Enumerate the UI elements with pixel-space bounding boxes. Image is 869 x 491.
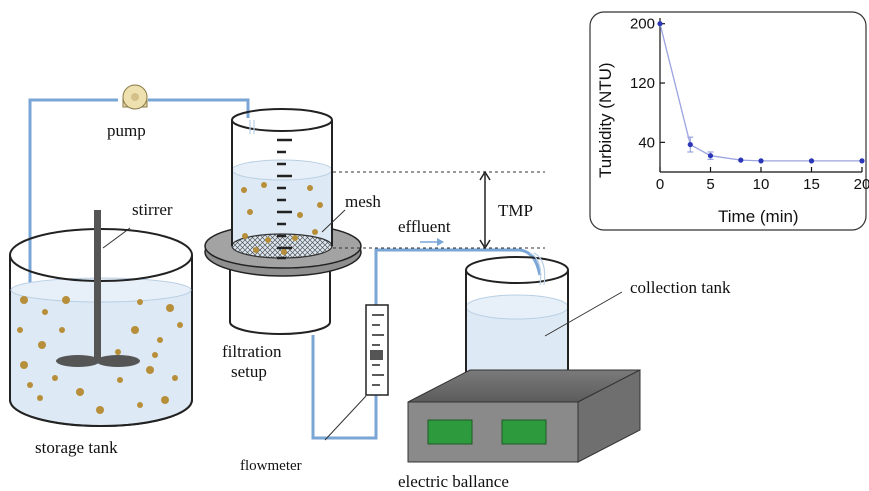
pump-label: pump xyxy=(107,121,146,140)
pump xyxy=(122,84,148,110)
x-tick-label: 15 xyxy=(803,176,820,193)
collection-tank-pointer xyxy=(544,291,623,337)
filtration-particles xyxy=(241,182,323,255)
x-tick-label: 20 xyxy=(854,176,869,193)
y-tick-label: 40 xyxy=(638,134,655,151)
data-point xyxy=(758,158,764,164)
filtration-label-line2: setup xyxy=(231,362,267,381)
tmp-indicator xyxy=(333,170,545,250)
stirrer-label: stirrer xyxy=(132,200,173,219)
outlet-pipe xyxy=(311,335,378,440)
filtration-label-line1: filtration xyxy=(222,342,282,361)
inlet-pipe-2 xyxy=(148,98,250,118)
data-point xyxy=(707,153,714,159)
balance-display-right xyxy=(501,419,547,445)
data-point xyxy=(859,158,865,164)
stirrer xyxy=(56,210,140,367)
electric-balance-label: electric ballance xyxy=(398,472,509,491)
storage-tank-label: storage tank xyxy=(35,438,118,457)
mesh-pointer xyxy=(321,209,346,233)
effluent-pipe xyxy=(374,248,542,305)
data-point xyxy=(738,157,744,163)
balance-display-left xyxy=(427,419,473,445)
storage-particles xyxy=(17,296,183,414)
data-point xyxy=(808,158,815,164)
chart-y-label: Turbidity (NTU) xyxy=(596,62,615,178)
filtration-setup xyxy=(204,108,362,335)
filtration-scale xyxy=(277,138,292,260)
turbidity-chart: 0 5 10 15 20 40 120 200 Time (min) Turbidity (N… xyxy=(589,11,869,231)
mesh-label: mesh xyxy=(345,192,381,211)
x-tick-label: 10 xyxy=(753,176,770,193)
effluent-arrow xyxy=(420,238,444,246)
chart-frame xyxy=(589,11,867,231)
y-tick-label: 120 xyxy=(630,75,655,92)
data-point xyxy=(687,141,693,148)
collection-tank-label: collection tank xyxy=(630,278,731,297)
electric-balance xyxy=(407,369,641,463)
flowmeter-label: flowmeter xyxy=(240,458,302,474)
effluent-label: effluent xyxy=(398,217,451,236)
flowmeter-pointer xyxy=(324,395,367,441)
data-point xyxy=(657,21,663,27)
y-tick-label: 200 xyxy=(630,16,655,33)
chart-x-label: Time (min) xyxy=(718,207,799,226)
x-tick-label: 0 xyxy=(656,176,664,193)
flowmeter xyxy=(365,304,389,396)
x-tick-label: 5 xyxy=(706,176,714,193)
tmp-label: TMP xyxy=(498,201,533,220)
